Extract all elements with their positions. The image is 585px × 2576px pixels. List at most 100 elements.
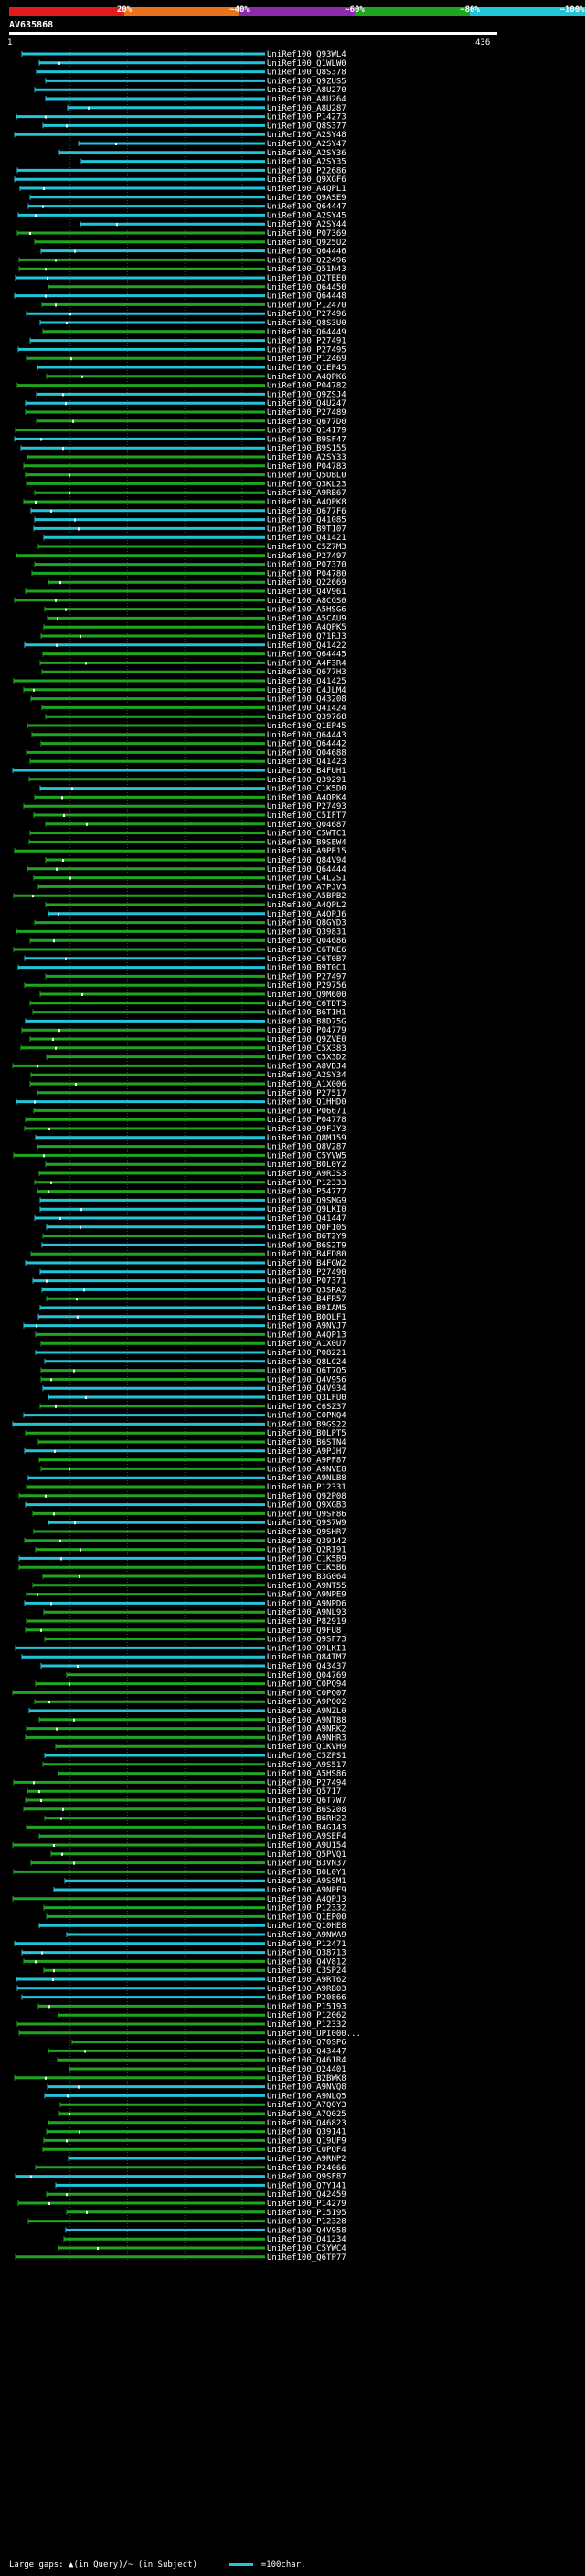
hit-label[interactable]: UniRef100_C4L2S1 [267,875,346,884]
hit-label[interactable]: UniRef100_B9SF47 [267,435,346,444]
hit-label[interactable]: UniRef100_A8U270 [267,86,346,95]
hit-label[interactable]: UniRef100_B4FGW2 [267,1259,346,1268]
hit-label[interactable]: UniRef100_Q4V958 [267,2226,346,2235]
hit-label[interactable]: UniRef100_Q22669 [267,578,346,588]
hit-label[interactable]: UniRef100_Q24401 [267,2065,346,2074]
hit-label[interactable]: UniRef100_Q64444 [267,865,346,875]
hit-label[interactable]: UniRef100_Q9SMG9 [267,1196,346,1205]
hit-label[interactable]: UniRef100_Q8S3U0 [267,319,346,328]
hit-label[interactable]: UniRef100_B6S208 [267,1806,346,1815]
hit-label[interactable]: UniRef100_B4FD80 [267,1250,346,1259]
hit-label[interactable]: UniRef100_A9NZL0 [267,1707,346,1716]
hit-label[interactable]: UniRef100_A5BPB2 [267,892,346,901]
hit-label[interactable]: UniRef100_Q64448 [267,292,346,302]
hit-label[interactable]: UniRef100_A1X006 [267,1080,346,1089]
hit-label[interactable]: UniRef100_C4JLM4 [267,686,346,695]
hit-label[interactable]: UniRef100_Q19UF9 [267,2136,346,2146]
hit-label[interactable]: UniRef100_C6TNE6 [267,946,346,955]
hit-label[interactable]: UniRef100_Q3LFU0 [267,1394,346,1403]
hit-label[interactable]: UniRef100_Q461R4 [267,2056,346,2065]
hit-label[interactable]: UniRef100_A8VDJ4 [267,1062,346,1071]
hit-label[interactable]: UniRef100_A4QPK6 [267,373,346,382]
hit-label[interactable]: UniRef100_A9NVE8 [267,1465,346,1474]
hit-label[interactable]: UniRef100_Q4V934 [267,1384,346,1394]
hit-label[interactable]: UniRef100_A9PF87 [267,1457,346,1466]
hit-label[interactable]: UniRef100_P04782 [267,382,346,391]
hit-label[interactable]: UniRef100_C0PQ07 [267,1689,346,1698]
hit-label[interactable]: UniRef100_A2SY48 [267,131,346,140]
hit-label[interactable]: UniRef100_A9PE15 [267,847,346,856]
hit-label[interactable]: UniRef100_B3G064 [267,1573,346,1582]
hit-label[interactable]: UniRef100_P12332 [267,2020,346,2030]
hit-label[interactable]: UniRef100_Q8S377 [267,122,346,131]
hit-label[interactable]: UniRef100_C0PNQ4 [267,1412,346,1421]
hit-label[interactable]: UniRef100_Q9SF73 [267,1636,346,1645]
hit-label[interactable]: UniRef100_P08221 [267,1349,346,1358]
hit-label[interactable]: UniRef100_Q39141 [267,2128,346,2137]
hit-label[interactable]: UniRef100_P12062 [267,2011,346,2020]
hit-label[interactable]: UniRef100_Q9SF86 [267,1510,346,1519]
hit-label[interactable]: UniRef100_P27490 [267,1268,346,1277]
hit-label[interactable]: UniRef100_P27491 [267,337,346,346]
hit-label[interactable]: UniRef100_P12470 [267,301,346,310]
hit-label[interactable]: UniRef100_Q64442 [267,740,346,749]
hit-label[interactable]: UniRef100_P14273 [267,113,346,122]
hit-label[interactable]: UniRef100_Q9SF87 [267,2173,346,2182]
hit-label[interactable]: UniRef100_A9NL93 [267,1608,346,1617]
hit-label[interactable]: UniRef100_P07369 [267,229,346,239]
hit-label[interactable]: UniRef100_Q38713 [267,1949,346,1958]
hit-label[interactable]: UniRef100_A9NHR3 [267,1733,346,1743]
hit-label[interactable]: UniRef100_Q43437 [267,1662,346,1671]
hit-label[interactable]: UniRef100_P27497 [267,972,346,981]
hit-label[interactable]: UniRef100_Q9LKI0 [267,1205,346,1214]
hit-label[interactable]: UniRef100_A9NT88 [267,1716,346,1725]
hit-label[interactable]: UniRef100_A8U264 [267,95,346,104]
hit-label[interactable]: UniRef100_Q8LC24 [267,1358,346,1367]
hit-label[interactable]: UniRef100_Q9SHR7 [267,1528,346,1537]
hit-label[interactable]: UniRef100_B6T1H1 [267,1009,346,1018]
hit-label[interactable]: UniRef100_Q41447 [267,1214,346,1224]
hit-label[interactable]: UniRef100_Q8V287 [267,1143,346,1152]
hit-label[interactable]: UniRef100_A4QPK4 [267,793,346,802]
hit-label[interactable]: UniRef100_P27497 [267,552,346,561]
hit-label[interactable]: UniRef100_Q4U247 [267,399,346,408]
hit-label[interactable]: UniRef100_Q70SP6 [267,2039,346,2048]
hit-label[interactable]: UniRef100_Q9S7W9 [267,1519,346,1528]
hit-label[interactable]: UniRef100_A9S517 [267,1761,346,1770]
hit-label[interactable]: UniRef100_P12471 [267,1940,346,1949]
hit-label[interactable]: UniRef100_Q1KVH9 [267,1743,346,1752]
hit-label[interactable]: UniRef100_A2SY34 [267,1071,346,1080]
hit-label[interactable]: UniRef100_P04779 [267,1026,346,1035]
hit-label[interactable]: UniRef100_Q41424 [267,704,346,713]
hit-label[interactable]: UniRef100_A2SY35 [267,158,346,167]
hit-label[interactable]: UniRef100_C5YVW5 [267,1151,346,1161]
hit-label[interactable]: UniRef100_A9NLB8 [267,1474,346,1483]
hit-label[interactable]: UniRef100_Q92P08 [267,1492,346,1501]
hit-label[interactable]: UniRef100_A9NT55 [267,1582,346,1591]
hit-label[interactable]: UniRef100_Q3KL23 [267,480,346,489]
hit-label[interactable]: UniRef100_Q1WLW0 [267,59,346,69]
hit-label[interactable]: UniRef100_Q04769 [267,1671,346,1680]
hit-label[interactable]: UniRef100_Q42459 [267,2190,346,2200]
hit-label[interactable]: UniRef100_P20866 [267,1994,346,2003]
hit-label[interactable]: UniRef100_C5IFT7 [267,811,346,821]
hit-label[interactable]: UniRef100_Q43447 [267,2047,346,2056]
hit-label[interactable]: UniRef100_C1K5D0 [267,785,346,794]
hit-label[interactable]: UniRef100_P06671 [267,1107,346,1116]
hit-label[interactable]: UniRef100_A9NPF9 [267,1886,346,1895]
hit-label[interactable]: UniRef100_Q93WL4 [267,50,346,59]
hit-label[interactable]: UniRef100_Q9LKI1 [267,1644,346,1653]
hit-label[interactable]: UniRef100_A2SY45 [267,211,346,220]
hit-label[interactable]: UniRef100_A9NRK2 [267,1725,346,1734]
hit-label[interactable]: UniRef100_P07370 [267,561,346,570]
hit-label[interactable]: UniRef100_A4F3R4 [267,659,346,668]
hit-label[interactable]: UniRef100_Q39291 [267,776,346,785]
hit-label[interactable]: UniRef100_C6TDT3 [267,1000,346,1009]
hit-label[interactable]: UniRef100_B4FR57 [267,1295,346,1304]
hit-label[interactable]: UniRef100_P22686 [267,166,346,175]
hit-label[interactable]: UniRef100_A9RNP2 [267,2155,346,2164]
hit-label[interactable]: UniRef100_B9T0C1 [267,964,346,973]
hit-label[interactable]: UniRef100_A4QP13 [267,1330,346,1340]
hit-label[interactable]: UniRef100_C5ZPS1 [267,1752,346,1761]
hit-label[interactable]: UniRef100_Q9ZUS5 [267,77,346,86]
